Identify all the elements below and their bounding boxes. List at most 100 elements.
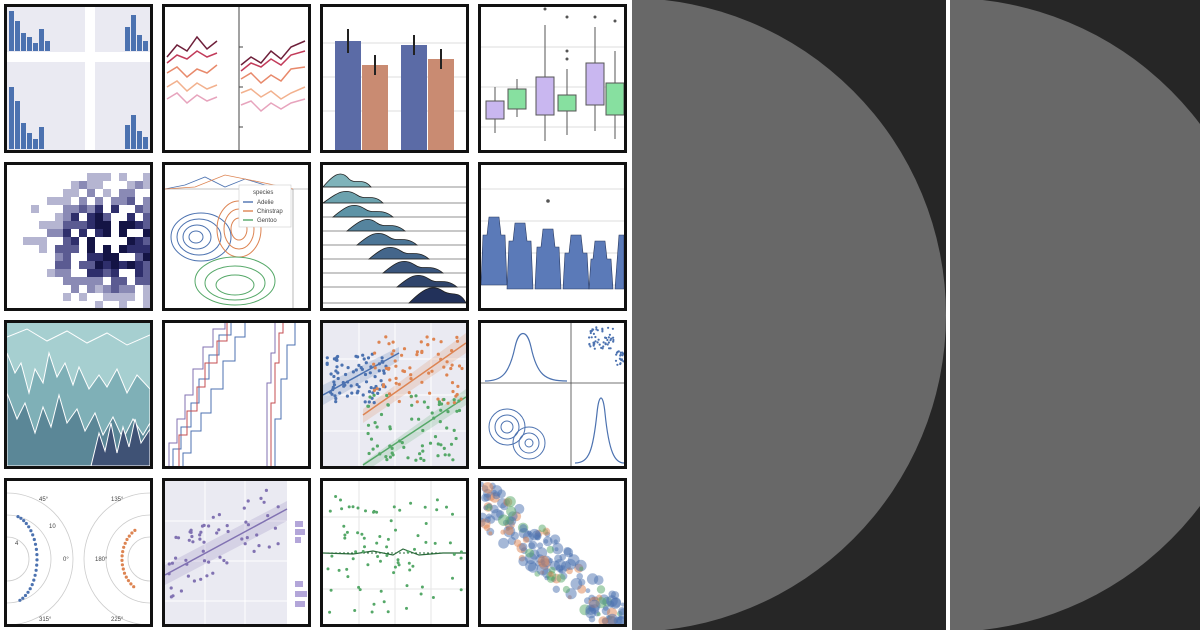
scatter-point xyxy=(244,520,248,524)
scatter-point xyxy=(207,524,211,528)
scatter-point xyxy=(590,336,593,339)
scatter-point xyxy=(174,556,178,560)
scatter-point xyxy=(170,561,174,565)
thumbnail-histogram-grid[interactable] xyxy=(4,4,153,153)
scatter-point xyxy=(460,366,464,371)
thumbnail-joint-regression[interactable] xyxy=(162,478,311,627)
thumbnail-2d-histogram[interactable] xyxy=(4,162,153,311)
scatter-point xyxy=(375,387,379,391)
scatter-point xyxy=(424,540,428,544)
scatter-point xyxy=(345,394,349,398)
thumbnail-boxplot[interactable] xyxy=(478,4,627,153)
heatmap-cell xyxy=(87,173,95,181)
scatter-point xyxy=(622,352,624,355)
thumbnail-timeseries-lines[interactable] xyxy=(162,4,311,153)
scatter-point xyxy=(411,564,415,568)
heatmap-cell xyxy=(143,245,150,253)
scatter-point xyxy=(326,567,330,571)
scatter-point xyxy=(417,417,421,421)
thumbnail-regression-scatter[interactable] xyxy=(320,320,469,469)
heatmap-cell xyxy=(71,205,79,213)
scatter-point xyxy=(21,596,25,600)
heatmap-cell xyxy=(87,213,95,221)
heatmap-cell xyxy=(63,213,71,221)
scatter-point xyxy=(179,589,183,593)
scatter-point xyxy=(369,365,373,369)
scatter-point xyxy=(588,336,591,339)
scatter-point xyxy=(340,363,344,367)
heatmap-cell xyxy=(143,261,150,269)
thumbnail-ridgeline[interactable] xyxy=(320,162,469,311)
scatter-point xyxy=(430,369,434,373)
heatmap-cell xyxy=(87,237,95,245)
heatmap-cell xyxy=(79,229,87,237)
heatmap-cell xyxy=(71,285,79,293)
heatmap-cell xyxy=(143,213,150,221)
scatter-point xyxy=(371,447,375,451)
scatter-point xyxy=(381,360,385,364)
thumbnail-boxenplot[interactable] xyxy=(478,162,627,311)
scatter-point xyxy=(34,547,38,551)
scatter-point xyxy=(390,352,394,356)
scatter-point xyxy=(366,356,371,360)
scatter-point xyxy=(396,561,400,565)
scatter-point xyxy=(377,362,381,366)
scatter-point xyxy=(367,400,371,404)
scatter-point xyxy=(205,574,209,578)
scatter-point xyxy=(376,555,380,558)
scatter-point xyxy=(488,531,493,536)
heatmap-cell xyxy=(103,213,111,221)
scatter-point xyxy=(606,613,619,624)
scatter-point xyxy=(361,353,365,357)
scatter-point xyxy=(450,363,454,367)
thumbnail-residual-plot[interactable] xyxy=(320,478,469,627)
scatter-point xyxy=(616,363,619,366)
heatmap-cell xyxy=(79,221,87,229)
scatter-point xyxy=(401,369,405,373)
heatmap-cell xyxy=(135,205,143,213)
scatter-point xyxy=(385,393,389,398)
timeseries-plot xyxy=(166,7,306,150)
scatter-point xyxy=(414,458,418,462)
thumbnail-ecdf-steps[interactable] xyxy=(162,320,311,469)
thumbnail-bubble-scatter[interactable] xyxy=(478,478,627,627)
scatter-point xyxy=(199,530,203,534)
scatter-point xyxy=(446,401,450,405)
scatter-point xyxy=(120,554,124,558)
scatter-point xyxy=(24,521,28,526)
scatter-point xyxy=(381,384,386,389)
scatter-point xyxy=(28,587,32,591)
scatter-point xyxy=(447,453,451,457)
thumbnail-grouped-barplot[interactable] xyxy=(320,4,469,153)
scatter-point xyxy=(409,501,413,505)
scatter-point xyxy=(32,537,36,542)
scatter-point xyxy=(192,579,196,583)
thumbnail-kde-species[interactable]: species Adelie Chinstrap Gentoo xyxy=(162,162,311,311)
thumbnail-polar-scatter[interactable]: 45° 0° 315° 135° 180° 225° 4 10 xyxy=(4,478,153,627)
scatter-point xyxy=(457,408,462,413)
scatter-point xyxy=(226,529,230,534)
scatter-point xyxy=(325,362,329,366)
scatter-point xyxy=(442,397,446,402)
scatter-point xyxy=(23,593,28,598)
scatter-point xyxy=(30,583,34,587)
scatter-point xyxy=(379,589,383,593)
scatter-point xyxy=(554,547,559,552)
heatmap-cell xyxy=(119,221,127,229)
heatmap-cell xyxy=(143,293,150,301)
scatter-point xyxy=(356,531,360,535)
scatter-point xyxy=(612,340,615,343)
scatter-point xyxy=(457,399,461,403)
scatter-point xyxy=(459,556,463,560)
scatter-point xyxy=(620,358,623,361)
scatter-point xyxy=(378,452,382,456)
heatmap-cell xyxy=(143,221,150,229)
scatter-point xyxy=(415,400,419,404)
scatter-point xyxy=(186,574,190,578)
thumbnail-stacked-density[interactable] xyxy=(4,320,153,469)
scatter-point xyxy=(528,542,536,550)
scatter-point xyxy=(451,512,454,516)
heatmap-cell xyxy=(103,229,111,237)
scatter-point xyxy=(591,328,594,331)
thumbnail-pairgrid[interactable] xyxy=(478,320,627,469)
